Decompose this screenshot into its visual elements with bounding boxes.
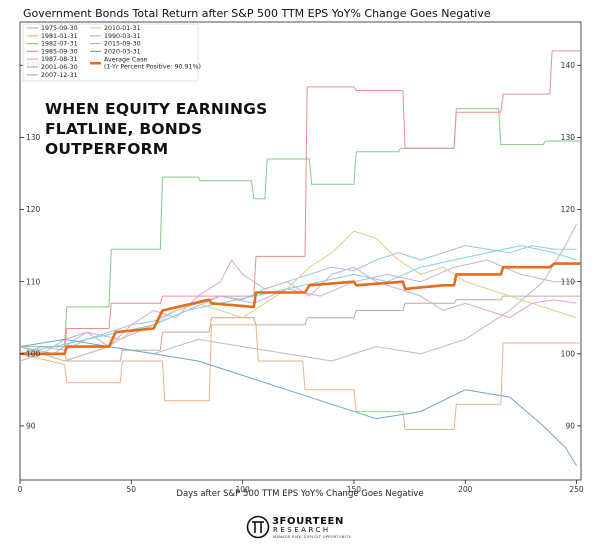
y-tick-label-right: 140 bbox=[561, 61, 576, 70]
y-tick-label-right: 120 bbox=[561, 205, 576, 214]
legend-label: 1990-03-31 bbox=[104, 33, 141, 40]
legend-label: 2007-12-31 bbox=[41, 72, 78, 79]
x-tick-label: 100 bbox=[235, 485, 250, 494]
legend-label-average: Average Case bbox=[104, 57, 147, 64]
legend-label: 1987-08-31 bbox=[41, 56, 78, 63]
y-tick-label-right: 130 bbox=[561, 133, 576, 142]
logo-mark-icon bbox=[246, 515, 270, 539]
legend: 1975-09-301981-01-311982-07-311985-09-30… bbox=[22, 23, 201, 82]
plot-frame bbox=[19, 21, 582, 481]
legend-box bbox=[22, 23, 199, 82]
annotation-line-1: WHEN EQUITY EARNINGS bbox=[45, 100, 267, 118]
legend-label-average-note: (1-Yr Percent Positive: 90.91%) bbox=[104, 64, 201, 71]
legend-items: 1975-09-301981-01-311982-07-311985-09-30… bbox=[27, 25, 201, 79]
brand-name: 3FOURTEEN bbox=[272, 516, 344, 527]
y-tick-label-left: 90 bbox=[26, 422, 36, 431]
series-layer bbox=[19, 50, 581, 466]
y-tick-label-right: 100 bbox=[561, 349, 576, 358]
x-axis-label: Days after S&P 500 TTM EPS YoY% Change G… bbox=[176, 489, 423, 499]
x-tick-label: 250 bbox=[569, 485, 584, 494]
y-tick-label-left: 130 bbox=[26, 133, 41, 142]
legend-label: 2010-01-31 bbox=[104, 25, 141, 32]
legend-label: 2001-06-30 bbox=[41, 64, 78, 71]
brand-sub: RESEARCH bbox=[273, 526, 331, 534]
series-line-1981-01-31 bbox=[19, 324, 581, 430]
x-tick-label: 200 bbox=[458, 485, 473, 494]
annotation: WHEN EQUITY EARNINGS FLATLINE, BONDS OUT… bbox=[45, 100, 267, 158]
x-tick-label: 150 bbox=[347, 485, 362, 494]
legend-label: 1985-09-30 bbox=[41, 48, 78, 55]
series-line-average-case bbox=[20, 262, 581, 356]
legend-label: 1982-07-31 bbox=[41, 41, 78, 48]
x-tick-label: 50 bbox=[127, 485, 137, 494]
y-tick-label-left: 110 bbox=[26, 277, 41, 286]
y-tick-label-right: 90 bbox=[565, 422, 575, 431]
brand-logo: 3FOURTEEN RESEARCH MANAGE RISK. EXPLOIT … bbox=[246, 515, 352, 539]
chart-title: Government Bonds Total Return after S&P … bbox=[23, 7, 491, 20]
series-line-1982-07-31 bbox=[20, 108, 581, 348]
legend-label: 2015-09-30 bbox=[104, 41, 141, 48]
legend-label: 1981-01-31 bbox=[41, 33, 78, 40]
brand-tagline: MANAGE RISK. EXPLOIT OPPORTUNITY. bbox=[273, 535, 352, 539]
series-line-1985-09-30 bbox=[20, 50, 581, 355]
y-tick-label-left: 120 bbox=[26, 205, 41, 214]
series-line-2020-03-31 bbox=[19, 338, 577, 466]
legend-label: 1975-09-30 bbox=[41, 25, 78, 32]
y-tick-label-left: 100 bbox=[26, 349, 41, 358]
x-tick-label: 0 bbox=[18, 485, 23, 494]
legend-label: 2020-03-31 bbox=[104, 48, 141, 55]
annotation-line-2: FLATLINE, BONDS bbox=[45, 120, 202, 138]
annotation-line-3: OUTPERFORM bbox=[45, 140, 168, 158]
series-line-2007-12-31 bbox=[20, 295, 581, 362]
y-tick-label-right: 110 bbox=[561, 277, 576, 286]
series-line-1987-08-31 bbox=[19, 259, 577, 362]
series-line-2010-01-31 bbox=[19, 230, 577, 362]
